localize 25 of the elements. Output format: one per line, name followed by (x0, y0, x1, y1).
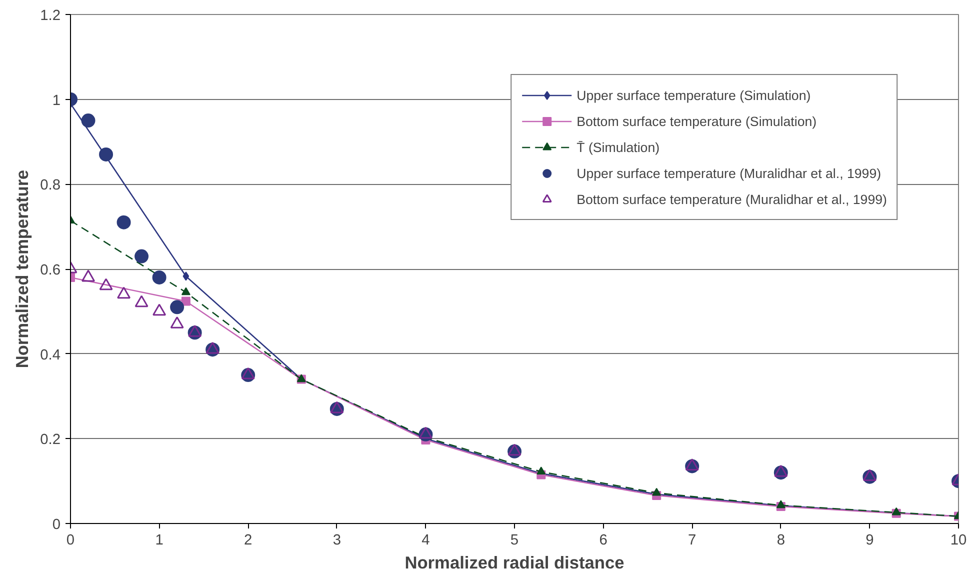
x-tick-label: 4 (422, 532, 430, 548)
x-tick-label: 7 (688, 532, 696, 548)
x-tick-label: 1 (155, 532, 164, 548)
y-tick-label: 0.6 (40, 262, 60, 278)
y-tick-label: 0.4 (40, 347, 60, 364)
legend-label: Upper surface temperature (Muralidhar et al., 1999) (576, 166, 882, 180)
legend-label: T̄ (Simulation) (576, 140, 660, 154)
x-tick-label: 8 (776, 532, 785, 548)
legend-label: Bottom surface temperature (Muralidhar et al., 1999) (576, 192, 887, 206)
x-tick-label: 0 (66, 532, 75, 548)
legend-label: Upper surface temperature (Simulation) (576, 88, 811, 102)
y-tick-label: 0.2 (40, 432, 60, 448)
x-tick-label: 2 (244, 532, 252, 548)
y-tick-label: 1.2 (40, 8, 60, 24)
y-tick-label: 1 (52, 92, 61, 109)
x-tick-label: 3 (332, 532, 341, 548)
x-tick-label: 9 (866, 532, 874, 548)
x-tick-label: 6 (599, 532, 608, 548)
x-axis-title: Normalized radial distance (404, 552, 625, 572)
x-tick-label: 5 (510, 532, 519, 548)
y-tick-label: 0 (52, 517, 61, 533)
y-axis-title: Normalized temperature (12, 169, 32, 368)
y-tick-label: 0.8 (40, 178, 60, 194)
legend-label: Bottom surface temperature (Simulation) (576, 114, 817, 128)
x-tick-label: 10 (950, 532, 967, 548)
